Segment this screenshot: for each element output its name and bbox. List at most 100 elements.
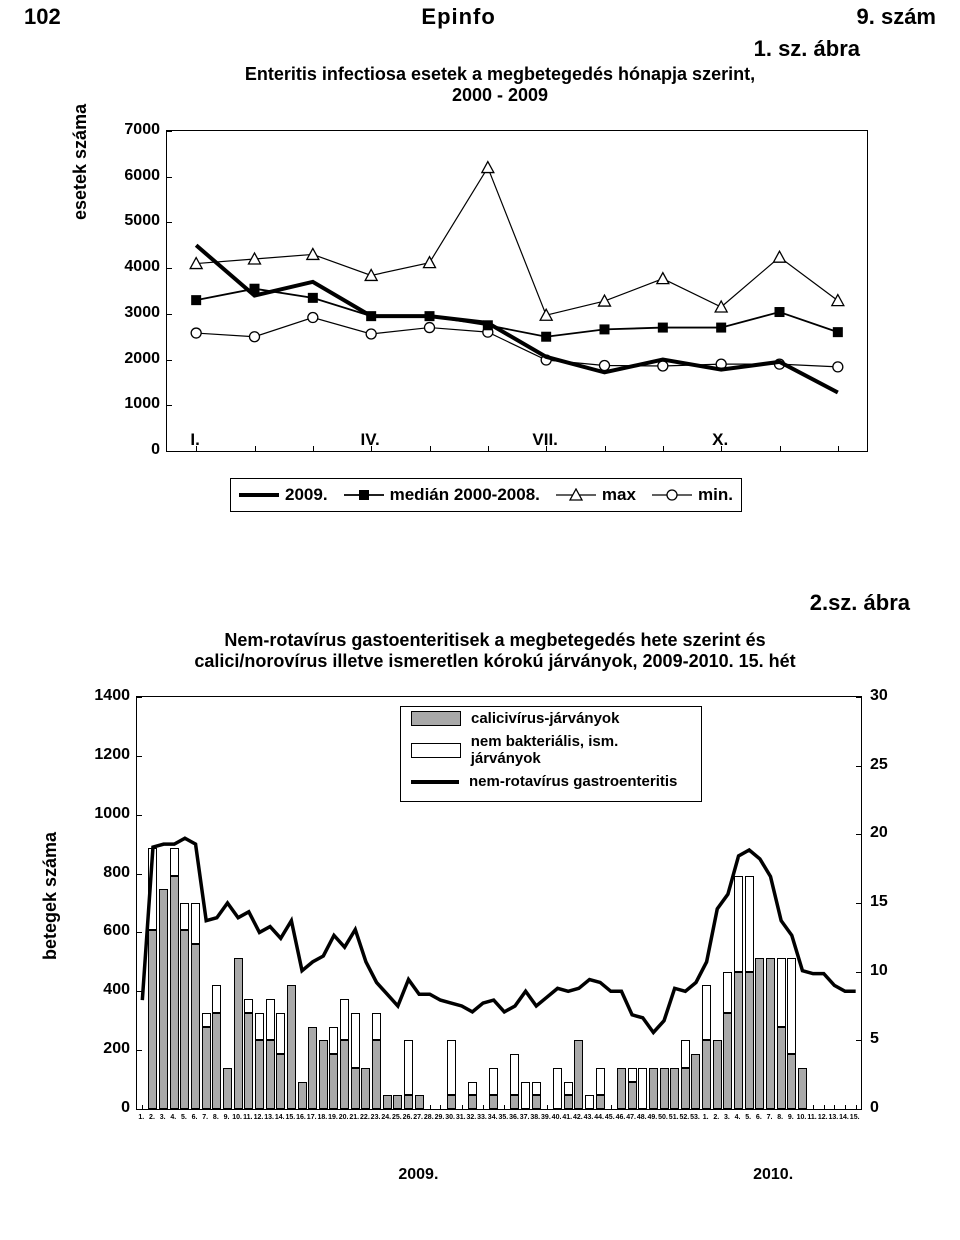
chart2-xtick: 40. bbox=[552, 1114, 562, 1121]
chart2-xtick: 50. bbox=[658, 1114, 668, 1121]
figure2-label: 2.sz. ábra bbox=[810, 590, 910, 616]
chart2-xtick: 47. bbox=[626, 1114, 636, 1121]
chart2-ytick-left: 1200 bbox=[94, 746, 130, 764]
chart2-xtick: 45. bbox=[605, 1114, 615, 1121]
chart2-ytick-left: 0 bbox=[121, 1099, 130, 1117]
chart2-xtick: 23. bbox=[371, 1114, 381, 1121]
chart2-xtick: 26. bbox=[403, 1114, 413, 1121]
chart2-xtick: 14. bbox=[839, 1114, 849, 1121]
chart2-xtick: 6. bbox=[756, 1114, 762, 1121]
chart2-xtick: 33. bbox=[477, 1114, 487, 1121]
chart2-xtick: 20. bbox=[339, 1114, 349, 1121]
chart2-xtick: 3. bbox=[724, 1114, 730, 1121]
chart2-xtick: 8. bbox=[213, 1114, 219, 1121]
chart2-xtick: 9. bbox=[788, 1114, 794, 1121]
legend-label-calici: calicivírus-járványok bbox=[471, 710, 619, 727]
chart2-ytick-right: 10 bbox=[870, 962, 888, 980]
chart2-ytick-left: 600 bbox=[103, 922, 130, 940]
chart2-xtick: 3. bbox=[160, 1114, 166, 1121]
chart1-ytick: 4000 bbox=[124, 258, 160, 276]
chart2-ytick-left: 1000 bbox=[94, 805, 130, 823]
chart2-xtick: 39. bbox=[541, 1114, 551, 1121]
chart2-xtick: 24. bbox=[381, 1114, 391, 1121]
chart2-ytick-left: 1400 bbox=[94, 687, 130, 705]
chart1-y-axis-label: esetek száma bbox=[70, 104, 91, 220]
legend-swatch-nonbact bbox=[411, 743, 461, 758]
chart2-xtick: 15. bbox=[286, 1114, 296, 1121]
chart1-xtick: VII. bbox=[532, 430, 558, 450]
chart2-xtick: 7. bbox=[767, 1114, 773, 1121]
chart2-xtick: 4. bbox=[170, 1114, 176, 1121]
chart2-year-label: 2009. bbox=[398, 1166, 438, 1184]
chart2-xtick: 4. bbox=[735, 1114, 741, 1121]
chart1-ytick: 0 bbox=[151, 441, 160, 459]
chart2-xtick: 28. bbox=[424, 1114, 434, 1121]
chart2-xtick: 21. bbox=[349, 1114, 359, 1121]
chart2-xtick: 43. bbox=[584, 1114, 594, 1121]
chart1-xtick: IV. bbox=[361, 430, 380, 450]
chart2-xtick: 17. bbox=[307, 1114, 317, 1121]
chart2-xtick: 1. bbox=[138, 1114, 144, 1121]
chart2-xtick: 5. bbox=[745, 1114, 751, 1121]
chart2-ytick-left: 400 bbox=[103, 981, 130, 999]
chart2-xtick: 51. bbox=[669, 1114, 679, 1121]
chart2-xtick: 25. bbox=[392, 1114, 402, 1121]
chart1-ytick: 1000 bbox=[124, 395, 160, 413]
chart2-xtick: 11. bbox=[243, 1114, 252, 1121]
chart1-ytick: 5000 bbox=[124, 212, 160, 230]
chart-gastro-weekly: Nem-rotavírus gastoenteritisek a megbete… bbox=[50, 630, 920, 1210]
chart2-ytick-right: 25 bbox=[870, 756, 888, 774]
chart2-xtick: 48. bbox=[637, 1114, 647, 1121]
chart1-xtick: I. bbox=[190, 430, 199, 450]
chart2-xtick: 22. bbox=[360, 1114, 370, 1121]
chart2-y-left-label: betegek száma bbox=[40, 832, 61, 960]
brand: Epinfo bbox=[421, 4, 495, 30]
chart2-xtick: 49. bbox=[648, 1114, 658, 1121]
chart2-ytick-right: 0 bbox=[870, 1099, 879, 1117]
chart2-xtick: 52. bbox=[679, 1114, 689, 1121]
chart2-xtick: 44. bbox=[594, 1114, 604, 1121]
chart2-xtick: 16. bbox=[296, 1114, 306, 1121]
chart2-xtick: 7. bbox=[202, 1114, 208, 1121]
chart2-xtick: 31. bbox=[456, 1114, 466, 1121]
chart2-xtick: 46. bbox=[616, 1114, 626, 1121]
chart2-xtick: 38. bbox=[530, 1114, 540, 1121]
chart2-title: Nem-rotavírus gastoenteritisek a megbete… bbox=[130, 630, 860, 672]
chart2-xtick: 27. bbox=[413, 1114, 423, 1121]
chart2-year-label: 2010. bbox=[753, 1166, 793, 1184]
chart1-legend: 2009.medián 2000-2008.maxmin. bbox=[230, 478, 742, 512]
chart2-xtick: 9. bbox=[224, 1114, 230, 1121]
chart2-xtick: 5. bbox=[181, 1114, 187, 1121]
chart2-xtick: 32. bbox=[467, 1114, 477, 1121]
chart2-xtick: 2. bbox=[713, 1114, 719, 1121]
chart2-ytick-left: 200 bbox=[103, 1040, 130, 1058]
chart2-xtick: 12. bbox=[254, 1114, 264, 1121]
chart2-xtick: 36. bbox=[509, 1114, 519, 1121]
chart2-xtick: 19. bbox=[328, 1114, 338, 1121]
chart1-ytick: 6000 bbox=[124, 167, 160, 185]
chart2-legend: calicivírus-járványok nem bakteriális, i… bbox=[400, 706, 702, 802]
chart2-xtick: 12. bbox=[818, 1114, 828, 1121]
page-number: 102 bbox=[24, 4, 61, 30]
chart1-ytick: 2000 bbox=[124, 350, 160, 368]
chart1-ytick: 7000 bbox=[124, 121, 160, 139]
legend-label-nonrota: nem-rotavírus gastroenteritis bbox=[469, 773, 677, 790]
chart2-xtick: 35. bbox=[498, 1114, 508, 1121]
chart2-ytick-left: 800 bbox=[103, 864, 130, 882]
chart2-xtick: 1. bbox=[703, 1114, 709, 1121]
chart2-xtick: 11. bbox=[807, 1114, 816, 1121]
chart2-ytick-right: 5 bbox=[870, 1030, 879, 1048]
chart2-xtick: 14. bbox=[275, 1114, 285, 1121]
legend-label-nonbact: nem bakteriális, ism. járványok bbox=[471, 733, 691, 767]
chart2-xtick: 30. bbox=[445, 1114, 455, 1121]
chart-enteritis-monthly: Enteritis infectiosa esetek a megbeteged… bbox=[80, 70, 880, 540]
chart2-xtick: 2. bbox=[149, 1114, 155, 1121]
chart2-xtick: 8. bbox=[777, 1114, 783, 1121]
chart2-ytick-right: 15 bbox=[870, 893, 888, 911]
chart1-title: Enteritis infectiosa esetek a megbeteged… bbox=[150, 64, 850, 106]
chart1-plot-area bbox=[166, 130, 868, 452]
chart1-xtick: X. bbox=[712, 430, 728, 450]
figure1-label: 1. sz. ábra bbox=[754, 36, 860, 62]
chart2-xtick: 41. bbox=[562, 1114, 572, 1121]
chart2-xtick: 10. bbox=[232, 1114, 242, 1121]
